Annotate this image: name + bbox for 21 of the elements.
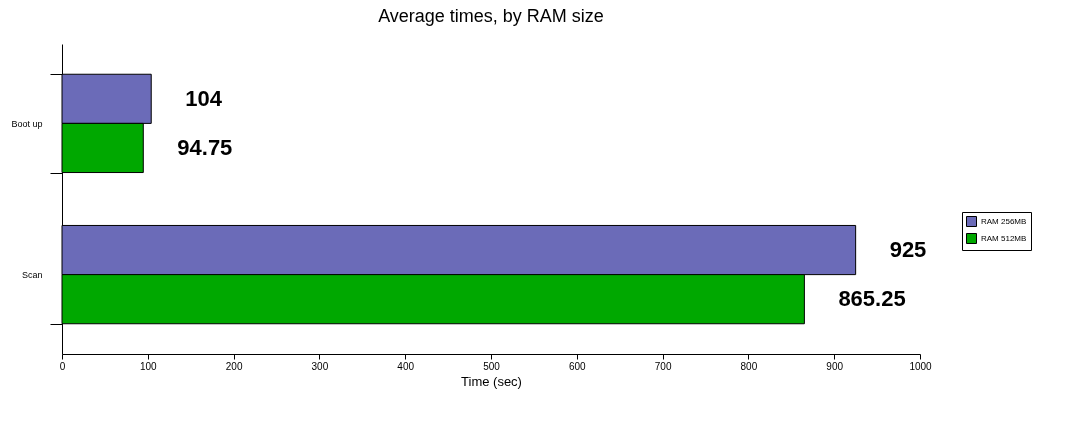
data-label: 94.75 (177, 134, 233, 160)
legend-label: RAM 256MB (981, 216, 1027, 226)
x-axis-title: Time (sec) (461, 373, 522, 389)
x-tick-label: 700 (654, 360, 672, 372)
x-tick-label: 300 (311, 360, 329, 372)
x-tick-label: 100 (139, 360, 158, 372)
x-tick-label: 1000 (909, 360, 933, 372)
y-tick-label: Boot up (11, 118, 43, 129)
data-label: 925 (889, 237, 927, 263)
x-tick-label: 500 (483, 360, 501, 372)
x-tick-label: 400 (397, 360, 415, 372)
x-tick-label: 200 (225, 360, 243, 372)
data-label: 865.25 (838, 286, 906, 312)
x-tick-label: 600 (568, 360, 587, 372)
y-tick-label: Scan (21, 270, 43, 281)
data-label: 104 (185, 85, 223, 111)
legend-label: RAM 512MB (981, 233, 1027, 243)
x-tick-label: 800 (740, 360, 758, 372)
x-tick-label: 0 (59, 360, 66, 372)
x-tick-label: 900 (826, 360, 844, 372)
chart-title: Average times, by RAM size (378, 6, 604, 26)
